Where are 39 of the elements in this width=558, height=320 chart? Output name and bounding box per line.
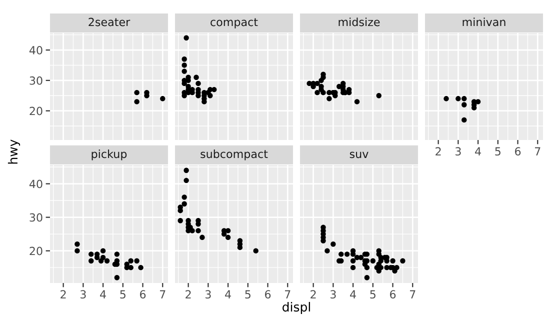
x-tick-label: 7 xyxy=(535,147,540,156)
x-tick-label: 5 xyxy=(495,147,500,156)
x-tick-label: 2 xyxy=(310,290,316,298)
x-tick-label: 2 xyxy=(186,290,191,298)
y-axis-title: hwy xyxy=(8,140,20,164)
x-tick-label: 2 xyxy=(60,290,66,298)
chart-title: compact xyxy=(210,18,258,28)
chart-title: suv xyxy=(350,152,368,158)
x-tick-label: 3 xyxy=(205,290,211,299)
x-tick-label: 4 xyxy=(475,147,481,156)
x-tick-label: 6 xyxy=(265,290,271,299)
x-tick-label: 3 xyxy=(330,290,336,299)
chart-title: pickup xyxy=(92,150,127,160)
chart-title: midsize xyxy=(338,18,380,26)
chart-title: minivan xyxy=(462,18,506,26)
x-tick-label: 3 xyxy=(80,290,86,299)
x-tick-label: 6 xyxy=(515,147,521,156)
chart-title: subcompact xyxy=(200,150,268,160)
x-tick-label: 4 xyxy=(350,290,356,298)
x-tick-label: 4 xyxy=(225,290,231,298)
x-tick-label: 5 xyxy=(245,290,250,299)
y-tick-label: 30 xyxy=(30,213,42,222)
y-tick-label: 20 xyxy=(30,246,42,256)
x-tick-label: 7 xyxy=(160,290,166,298)
x-tick-label: 7 xyxy=(410,290,416,298)
x-tick-label: 7 xyxy=(285,290,290,298)
x-tick-label: 5 xyxy=(370,290,376,299)
x-tick-label: 4 xyxy=(100,290,106,298)
x-tick-label: 5 xyxy=(120,290,126,299)
y-tick-label: 30 xyxy=(30,76,42,85)
x-tick-label: 6 xyxy=(140,290,146,299)
y-tick-label: 40 xyxy=(29,180,42,188)
x-axis-title: displ xyxy=(282,302,310,314)
x-tick-label: 6 xyxy=(390,290,396,299)
x-tick-label: 3 xyxy=(455,147,461,156)
y-tick-label: 20 xyxy=(30,106,42,116)
y-tick-label: 40 xyxy=(29,46,42,54)
x-tick-label: 2 xyxy=(436,147,441,156)
chart-title: 2seater xyxy=(88,18,130,26)
